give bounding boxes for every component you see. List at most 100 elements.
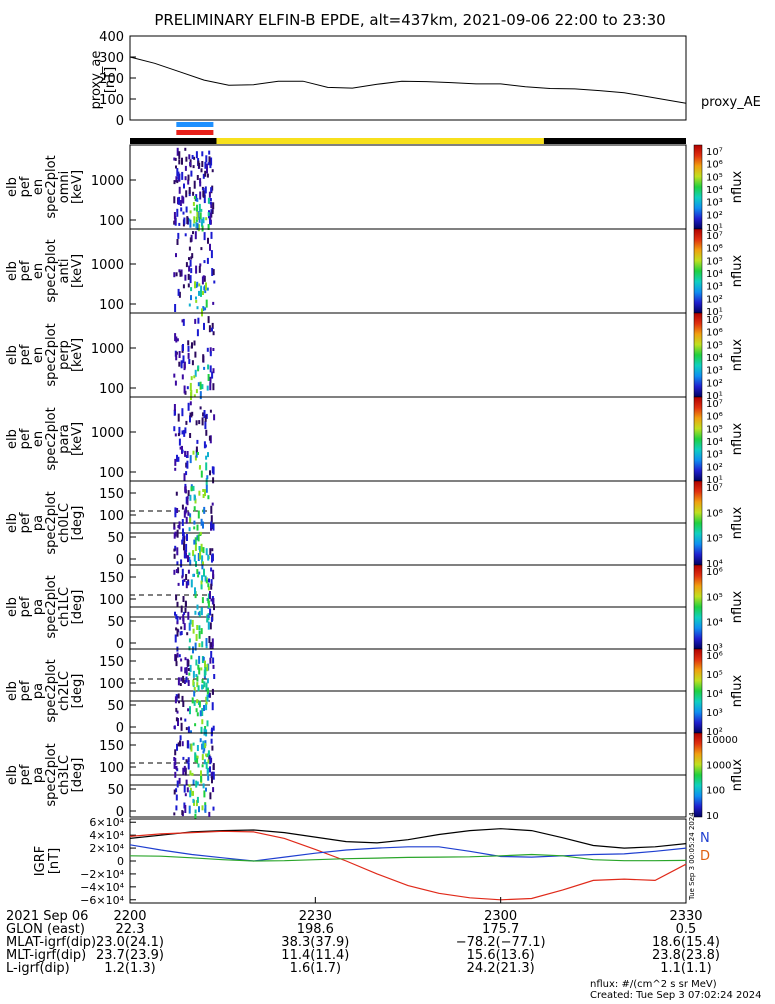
panel-ylabel: en — [31, 263, 46, 279]
panel-tick-label: 150 — [99, 739, 124, 754]
spectrogram-pixel — [186, 451, 189, 458]
info-row-value: −78.2(−77.1) — [456, 935, 546, 950]
spectrogram-pixel — [190, 345, 193, 349]
spectrogram-pixel — [209, 470, 211, 476]
spectrogram-pixel — [189, 415, 191, 423]
colorbar-label: 10⁵ — [706, 340, 723, 351]
spectrogram-pixel — [188, 556, 191, 561]
spectrogram-pixel — [199, 391, 202, 400]
spectrogram-pixel — [195, 151, 198, 159]
orbit-bar-black-1 — [130, 138, 217, 144]
spectrogram-pixel — [193, 526, 196, 530]
spectrogram-pixel — [212, 269, 215, 276]
panel-ylabel: pa — [31, 767, 46, 783]
spectrogram-pixel — [175, 569, 178, 573]
panel-ylabel: pa — [31, 683, 46, 699]
spectrogram-pixel — [200, 775, 203, 782]
spectrogram-pixels — [173, 483, 215, 570]
spectrogram-pixel — [183, 217, 186, 225]
panel-tick-label: 150 — [99, 571, 124, 586]
info-row-label: L-igrf(dip) — [6, 961, 70, 976]
spectrogram-pixel — [196, 625, 199, 630]
spectrogram-pixel — [204, 489, 206, 497]
spectrogram-pixel — [196, 755, 199, 759]
panel-tick-label: 100 — [99, 382, 124, 397]
proxy-ae-line — [129, 56, 687, 104]
spectrogram-pixel — [181, 374, 184, 380]
spectrogram-pixel — [203, 366, 206, 370]
panel-frame — [129, 144, 687, 230]
spectrogram-pixel — [183, 543, 185, 551]
info-row-value: 198.6 — [297, 922, 334, 937]
spectrogram-pixel — [189, 619, 192, 625]
spectrogram-pixel — [198, 265, 201, 273]
spectrogram-pixel — [196, 175, 199, 180]
spectrogram-pixel — [180, 717, 183, 721]
colorbar-label: 10³ — [706, 366, 723, 377]
spectrogram-pixel — [187, 708, 190, 712]
spectrogram-pixel — [177, 582, 180, 586]
colorbar-label: 10⁷ — [706, 315, 723, 326]
spectrogram-pixel — [190, 295, 192, 301]
spectrogram-pixel — [190, 730, 192, 734]
spectrogram-pixel — [194, 587, 196, 595]
spectrogram-pixel — [188, 257, 190, 261]
igrf-line-total — [129, 828, 687, 849]
spectrogram-pixel — [197, 317, 200, 324]
spectrogram-pixel — [176, 652, 179, 658]
spectrogram-pixel — [205, 163, 208, 169]
spectrogram-pixels — [173, 147, 215, 232]
spectrogram-pixel — [178, 361, 181, 367]
spectrogram-pixel — [207, 586, 210, 591]
info-row-value: 23.0(24.1) — [96, 935, 164, 950]
spectrogram-pixel — [189, 790, 192, 798]
spectrogram-pixel — [211, 268, 214, 276]
spectrogram-pixel — [206, 694, 209, 702]
spectrogram-pixel — [204, 802, 207, 806]
panel-ylabel: ch0LC — [57, 503, 72, 543]
spectrogram-pixels — [173, 735, 215, 819]
footer-created: Created: Tue Sep 3 07:02:24 2024 — [590, 990, 762, 1000]
spectrogram-pixel — [177, 677, 180, 686]
spectrogram-pixel — [198, 806, 200, 813]
colorbar-label: 10⁶ — [706, 244, 723, 255]
spectrogram-pixel — [177, 288, 180, 296]
spectrogram-pixel — [185, 206, 188, 213]
info-row-value: 1.1(1.1) — [660, 961, 712, 976]
orbit-bar-sunlit — [216, 138, 544, 144]
spectrogram-pixel — [203, 190, 206, 197]
panel-tick-label: 150 — [99, 487, 124, 502]
spectrogram-pixel — [187, 174, 190, 181]
spectrogram-pixel — [210, 583, 213, 590]
spectrogram-pixel — [185, 581, 188, 589]
spectrogram-pixel — [187, 490, 190, 497]
spectrogram-pixel — [208, 325, 211, 333]
panel-ylabel: spec2plot — [44, 743, 59, 806]
spectrogram-pixel — [193, 539, 196, 545]
spectrogram-pixel — [210, 231, 213, 239]
spectrogram-pixel — [201, 641, 204, 648]
spectrogram-pixel — [175, 176, 178, 183]
spectrogram-pixel — [173, 373, 176, 378]
spectrogram-pixel — [187, 611, 190, 620]
info-row-label: GLON (east) — [6, 922, 85, 937]
spectrogram-pixel — [173, 812, 176, 816]
spectrogram-pixel — [195, 674, 198, 677]
spectrogram-pixel — [199, 263, 202, 267]
spectrogram-pixel — [176, 168, 179, 176]
spectrogram-pixel — [209, 766, 211, 773]
spectrogram-pixel — [174, 380, 177, 386]
spectrogram-pixel — [192, 573, 195, 577]
spectrogram-pixel — [210, 642, 213, 648]
spectrogram-pixel — [176, 180, 179, 184]
panel-ylabel: omni — [57, 171, 72, 203]
info-row-value: 2230 — [299, 909, 332, 924]
spectrogram-pixel — [194, 231, 197, 240]
spectrogram-pixel — [175, 805, 178, 811]
spectrogram-pixel — [174, 696, 177, 704]
spectrogram-pixel — [193, 156, 196, 160]
panel-ylabel: spec2plot — [44, 491, 59, 554]
spectrogram-pixel — [212, 523, 215, 531]
spectrogram-pixel — [201, 597, 204, 604]
spectrogram-pixel — [175, 717, 178, 722]
